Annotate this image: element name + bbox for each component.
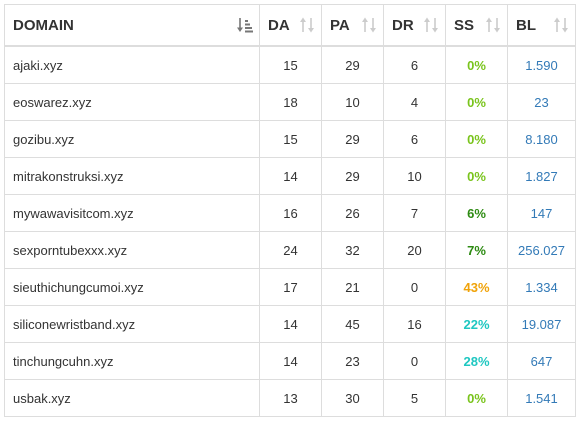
sort-arrows-icon[interactable] <box>485 17 501 33</box>
pa-cell: 29 <box>321 120 384 158</box>
da-cell: 24 <box>259 231 322 269</box>
da-cell: 13 <box>259 379 322 417</box>
ss-cell: 28% <box>445 342 508 380</box>
column-header-label: DA <box>268 16 290 34</box>
pa-cell: 29 <box>321 157 384 195</box>
sort-arrows-icon[interactable] <box>423 17 439 33</box>
column-header-pa[interactable]: PA <box>321 4 384 47</box>
dr-cell: 16 <box>383 305 446 343</box>
dr-cell: 20 <box>383 231 446 269</box>
sort-arrows-icon[interactable] <box>361 17 377 33</box>
table-row: siliconewristband.xyz 14 45 16 22% 19.08… <box>4 305 576 343</box>
ss-cell: 0% <box>445 157 508 195</box>
bl-cell: 23 <box>507 83 576 121</box>
pa-cell: 21 <box>321 268 384 306</box>
column-header-bl[interactable]: BL <box>507 4 576 47</box>
dr-cell: 7 <box>383 194 446 232</box>
pa-cell: 45 <box>321 305 384 343</box>
pa-cell: 23 <box>321 342 384 380</box>
da-cell: 15 <box>259 45 322 84</box>
bl-cell: 1.590 <box>507 45 576 84</box>
ss-cell: 43% <box>445 268 508 306</box>
bl-cell: 19.087 <box>507 305 576 343</box>
domain-cell: mitrakonstruksi.xyz <box>4 157 260 195</box>
domain-cell: ajaki.xyz <box>4 45 260 84</box>
dr-cell: 5 <box>383 379 446 417</box>
domain-cell: gozibu.xyz <box>4 120 260 158</box>
dr-cell: 10 <box>383 157 446 195</box>
domain-cell: mywawavisitcom.xyz <box>4 194 260 232</box>
pa-cell: 10 <box>321 83 384 121</box>
da-cell: 15 <box>259 120 322 158</box>
da-cell: 17 <box>259 268 322 306</box>
table-body: ajaki.xyz 15 29 6 0% 1.590 eoswarez.xyz … <box>4 45 576 417</box>
dr-cell: 0 <box>383 342 446 380</box>
bl-cell: 8.180 <box>507 120 576 158</box>
ss-cell: 0% <box>445 83 508 121</box>
table-row: eoswarez.xyz 18 10 4 0% 23 <box>4 83 576 121</box>
bl-cell: 1.827 <box>507 157 576 195</box>
ss-cell: 0% <box>445 379 508 417</box>
column-header-label: SS <box>454 16 475 34</box>
domain-cell: sexporntubexxx.xyz <box>4 231 260 269</box>
pa-cell: 30 <box>321 379 384 417</box>
da-cell: 14 <box>259 157 322 195</box>
pa-cell: 29 <box>321 45 384 84</box>
bl-cell: 1.541 <box>507 379 576 417</box>
ss-cell: 7% <box>445 231 508 269</box>
bl-cell: 256.027 <box>507 231 576 269</box>
domain-cell: tinchungcuhn.xyz <box>4 342 260 380</box>
bl-cell: 647 <box>507 342 576 380</box>
table-row: gozibu.xyz 15 29 6 0% 8.180 <box>4 120 576 158</box>
domain-cell: eoswarez.xyz <box>4 83 260 121</box>
table-row: mitrakonstruksi.xyz 14 29 10 0% 1.827 <box>4 157 576 195</box>
da-cell: 14 <box>259 305 322 343</box>
table-row: sexporntubexxx.xyz 24 32 20 7% 256.027 <box>4 231 576 269</box>
ss-cell: 0% <box>445 45 508 84</box>
dr-cell: 6 <box>383 45 446 84</box>
sort-arrows-icon[interactable] <box>299 17 315 33</box>
ss-cell: 0% <box>445 120 508 158</box>
column-header-dr[interactable]: DR <box>383 4 446 47</box>
table-row: sieuthichungcumoi.xyz 17 21 0 43% 1.334 <box>4 268 576 306</box>
column-header-ss[interactable]: SS <box>445 4 508 47</box>
domain-table-container: DOMAIN DA <box>4 4 576 417</box>
column-header-da[interactable]: DA <box>259 4 322 47</box>
da-cell: 18 <box>259 83 322 121</box>
domain-cell: usbak.xyz <box>4 379 260 417</box>
column-header-label: PA <box>330 16 350 34</box>
domain-metrics-table: DOMAIN DA <box>4 4 576 417</box>
table-header: DOMAIN DA <box>4 4 576 47</box>
bl-cell: 147 <box>507 194 576 232</box>
domain-cell: sieuthichungcumoi.xyz <box>4 268 260 306</box>
ss-cell: 6% <box>445 194 508 232</box>
ss-cell: 22% <box>445 305 508 343</box>
da-cell: 16 <box>259 194 322 232</box>
bl-cell: 1.334 <box>507 268 576 306</box>
pa-cell: 32 <box>321 231 384 269</box>
domain-cell: siliconewristband.xyz <box>4 305 260 343</box>
column-header-label: BL <box>516 16 536 34</box>
table-row: tinchungcuhn.xyz 14 23 0 28% 647 <box>4 342 576 380</box>
dr-cell: 0 <box>383 268 446 306</box>
column-header-label: DR <box>392 16 414 34</box>
table-row: usbak.xyz 13 30 5 0% 1.541 <box>4 379 576 417</box>
pa-cell: 26 <box>321 194 384 232</box>
da-cell: 14 <box>259 342 322 380</box>
dr-cell: 6 <box>383 120 446 158</box>
header-row: DOMAIN DA <box>4 4 576 47</box>
sort-arrows-icon[interactable] <box>553 17 569 33</box>
dr-cell: 4 <box>383 83 446 121</box>
sort-ascending-active-icon[interactable] <box>237 17 253 33</box>
table-row: ajaki.xyz 15 29 6 0% 1.590 <box>4 45 576 84</box>
column-header-label: DOMAIN <box>13 16 74 34</box>
table-row: mywawavisitcom.xyz 16 26 7 6% 147 <box>4 194 576 232</box>
column-header-domain[interactable]: DOMAIN <box>4 4 260 47</box>
